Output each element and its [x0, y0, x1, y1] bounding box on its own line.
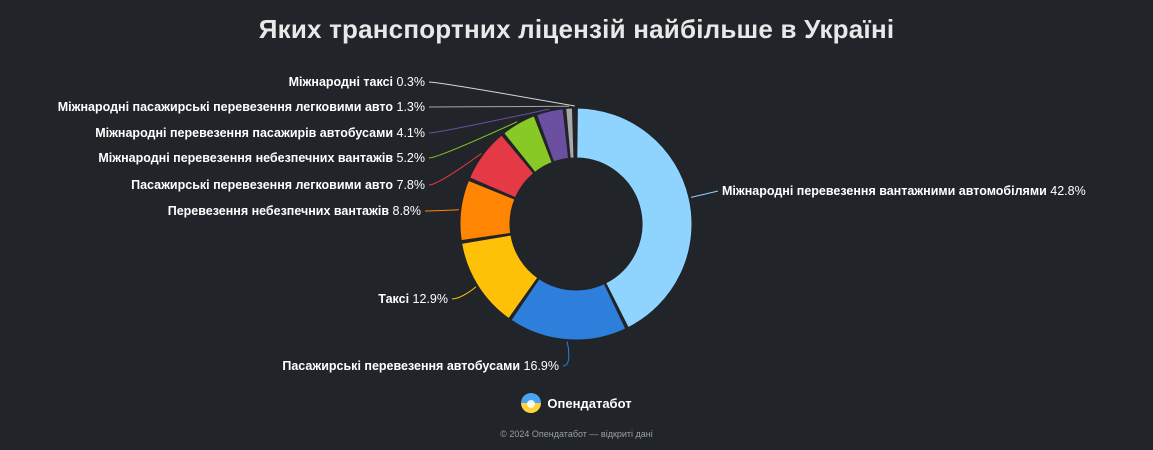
data-label-value: 12.9% — [413, 292, 448, 306]
brand-name: Опендатабот — [547, 395, 632, 411]
data-label-name: Міжнародні перевезення вантажними автомо… — [722, 184, 1050, 198]
connector-line — [428, 152, 482, 186]
data-label-name: Міжнародні перевезення небезпечних ванта… — [98, 151, 396, 165]
data-label-name: Пасажирські перевезення легковими авто — [131, 178, 396, 192]
data-label-name: Пасажирські перевезення автобусами — [282, 359, 523, 373]
connector-line — [562, 341, 570, 367]
donut-slice-8[interactable] — [565, 107, 575, 159]
connector-line — [690, 190, 719, 198]
data-label-value: 0.3% — [397, 75, 426, 89]
donut-slice-6[interactable] — [503, 115, 553, 173]
data-label-value: 4.1% — [397, 126, 426, 140]
data-label: Міжнародні перевезення пасажирів автобус… — [95, 126, 425, 140]
data-label-value: 5.2% — [397, 151, 426, 165]
opendatabot-logo-icon — [521, 393, 542, 413]
data-label: Міжнародні перевезення небезпечних ванта… — [98, 151, 425, 165]
connector-line — [428, 81, 575, 107]
data-label-value: 8.8% — [393, 204, 422, 218]
data-label-name: Міжнародні пасажирські перевезення легко… — [58, 100, 397, 114]
data-label: Таксі 12.9% — [378, 292, 448, 306]
data-label: Міжнародні перевезення вантажними автомо… — [722, 184, 1086, 198]
donut-slice-4[interactable] — [459, 179, 516, 242]
data-label-value: 1.3% — [397, 100, 426, 114]
connector-line — [424, 209, 459, 212]
connector-line — [428, 105, 569, 108]
footer-copyright: © 2024 Опендатабот — відкриті дані — [500, 429, 653, 439]
data-label: Пасажирські перевезення автобусами 16.9% — [282, 359, 559, 373]
data-label-name: Міжнародні перевезення пасажирів автобус… — [95, 126, 396, 140]
donut-slice-1[interactable] — [576, 107, 693, 329]
data-label-value: 16.9% — [524, 359, 559, 373]
data-label-name: Міжнародні таксі — [289, 75, 397, 89]
data-label-name: Перевезення небезпечних вантажів — [168, 204, 393, 218]
data-label-value: 7.8% — [397, 178, 426, 192]
brand: Опендатабот — [0, 393, 1153, 413]
donut-slice-2[interactable] — [510, 278, 627, 341]
donut-slice-7[interactable] — [536, 108, 570, 163]
connector-line — [451, 286, 477, 300]
connector-line — [428, 121, 518, 159]
donut-slice-3[interactable] — [461, 234, 539, 320]
data-label: Перевезення небезпечних вантажів 8.8% — [168, 204, 421, 218]
data-label: Міжнародні таксі 0.3% — [289, 75, 425, 89]
chart-title: Яких транспортних ліцензій найбільше в У… — [258, 14, 895, 44]
donut-slice-5[interactable] — [469, 134, 535, 199]
data-label-name: Таксі — [378, 292, 412, 306]
connector-line — [428, 108, 550, 134]
data-label: Пасажирські перевезення легковими авто 7… — [131, 178, 425, 192]
data-label: Міжнародні пасажирські перевезення легко… — [58, 100, 425, 114]
data-label-value: 42.8% — [1050, 184, 1085, 198]
